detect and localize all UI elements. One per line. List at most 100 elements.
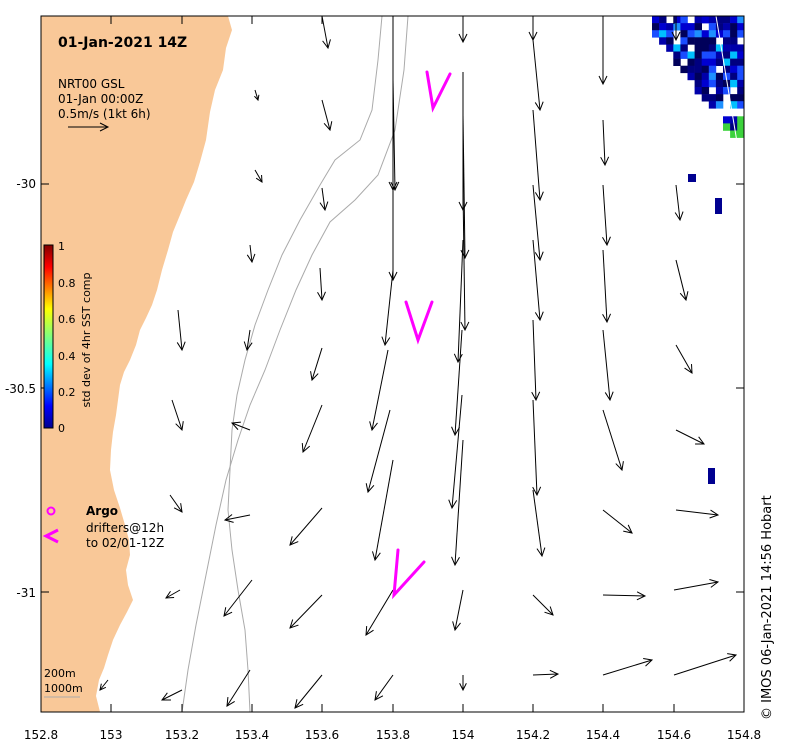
- current-arrow: [671, 16, 681, 42]
- sst-pixel: [708, 65, 717, 74]
- sst-pixel: [687, 37, 695, 45]
- argo-marker: [46, 506, 56, 516]
- sst-pixel: [737, 130, 744, 138]
- sst-pixel: [688, 174, 696, 182]
- sst-pixel: [687, 65, 695, 74]
- current-arrow: [374, 674, 394, 701]
- current-arrow: [390, 79, 400, 192]
- current-arrow: [675, 259, 689, 302]
- sst-pixel: [708, 30, 717, 38]
- sst-pixel: [723, 58, 731, 66]
- current-arrow: [169, 494, 183, 513]
- sst-pixel: [708, 51, 717, 59]
- sst-pixel: [659, 30, 667, 38]
- sst-pixel: [701, 51, 710, 59]
- sst-pixel: [730, 51, 738, 59]
- sst-pixel: [687, 51, 695, 59]
- drifter-track-middle: [404, 300, 434, 345]
- axis-ticks: [40, 16, 745, 712]
- current-arrow: [223, 579, 253, 617]
- sst-pixel: [701, 44, 710, 52]
- coastline-land: [41, 16, 232, 712]
- current-arrow: [289, 594, 323, 629]
- current-arrow: [226, 669, 251, 707]
- sst-pixel: [694, 58, 702, 66]
- sst-pixel: [666, 37, 674, 45]
- sst-pixel: [701, 16, 710, 24]
- sst-pixel: [701, 79, 710, 88]
- x-tick-label: 153.6: [305, 728, 339, 742]
- x-tick-label: 153.8: [376, 728, 410, 742]
- current-arrow: [289, 507, 323, 546]
- sst-pixel: [723, 51, 731, 59]
- sst-pixel: [730, 37, 738, 45]
- sst-pixel: [737, 79, 744, 88]
- sst-pixel: [694, 30, 702, 38]
- current-arrow: [99, 679, 109, 691]
- sst-pixel: [708, 58, 717, 66]
- sst-pixel: [723, 116, 731, 124]
- colorbar-label: std dev of 4hr SST comp: [80, 272, 93, 407]
- isobath-200m: [227, 16, 383, 712]
- current-arrow: [460, 114, 470, 260]
- sst-pixel: [673, 44, 681, 52]
- colorbar-tick-label: 0.2: [58, 386, 76, 399]
- sst-pixel: [708, 101, 717, 109]
- sst-pixel: [680, 65, 688, 74]
- sst-pixel: [652, 23, 660, 31]
- current-arrow: [369, 349, 389, 432]
- sst-pixel: [680, 37, 688, 45]
- sst-pixel: [730, 16, 738, 24]
- current-arrow: [602, 409, 624, 472]
- sst-pixel: [708, 468, 715, 484]
- sst-pixel: [723, 44, 731, 52]
- sst-pixel: [694, 37, 702, 45]
- current-arrow: [381, 269, 394, 347]
- sst-pixel: [737, 65, 744, 74]
- sst-pixel: [694, 16, 702, 24]
- sst-pixel: [687, 30, 695, 38]
- scale-arrow: [68, 122, 110, 132]
- x-tick-label: 153.2: [165, 728, 199, 742]
- current-arrow: [294, 674, 323, 709]
- colorbar-tick-label: 0.4: [58, 350, 76, 363]
- current-arrow: [459, 675, 467, 692]
- current-arrow: [230, 421, 251, 431]
- isobath-1000m-label: 1000m: [44, 682, 83, 695]
- current-arrow: [254, 89, 260, 102]
- current-arrow: [171, 399, 184, 432]
- current-arrow: [532, 489, 546, 558]
- isobath-200m-label: 200m: [44, 667, 76, 680]
- sst-pixel: [730, 123, 738, 131]
- current-arrow: [675, 344, 693, 374]
- sst-pixel: [715, 23, 724, 31]
- sst-pixel: [730, 23, 738, 31]
- sst-pixel: [723, 30, 731, 38]
- current-arrow: [165, 589, 181, 599]
- product-name: NRT00 GSL: [58, 77, 125, 91]
- drifter-label-line1: drifters@12h: [86, 521, 164, 535]
- current-arrow: [532, 109, 544, 202]
- sst-pixel: [737, 58, 744, 66]
- y-tick-label: -31: [16, 586, 36, 600]
- sst-pixel: [659, 16, 667, 24]
- x-tick-label: 153: [100, 728, 123, 742]
- current-arrow: [448, 394, 463, 510]
- sst-pixel: [673, 51, 681, 59]
- sst-pixel: [723, 16, 731, 24]
- sst-pixel: [737, 87, 744, 95]
- sst-pixel: [715, 44, 724, 52]
- sst-pixel: [666, 23, 674, 31]
- sst-pixel: [659, 23, 667, 31]
- sst-pixel: [666, 44, 674, 52]
- sst-pixel: [715, 51, 724, 59]
- sst-pixel: [715, 58, 724, 66]
- sst-pixel: [680, 23, 688, 31]
- current-arrow: [310, 347, 323, 382]
- sst-pixel: [723, 72, 731, 81]
- sst-pixel: [715, 94, 724, 102]
- sst-pixel: [723, 37, 731, 45]
- sst-pixel: [673, 16, 681, 24]
- sst-pixel: [701, 94, 710, 102]
- current-arrow: [176, 309, 186, 352]
